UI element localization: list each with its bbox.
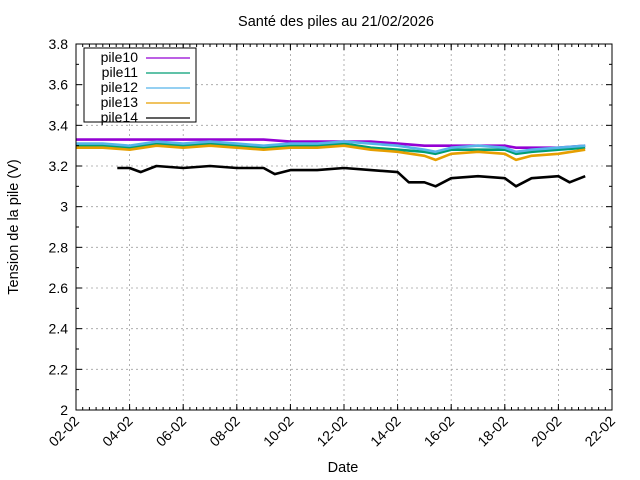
y-tick-label: 2.8 (49, 239, 69, 255)
series-line-pile13 (76, 144, 586, 162)
x-tick-label: 16-02 (421, 413, 458, 450)
x-tick-label: 06-02 (153, 413, 190, 450)
series-line-pile12 (76, 140, 586, 154)
y-tick-label: 3.2 (49, 158, 69, 174)
x-axis-label: Date (328, 460, 359, 476)
x-tick-label: 14-02 (367, 413, 404, 450)
grid (76, 44, 612, 410)
x-tick-label: 04-02 (99, 413, 136, 450)
series-line-pile11 (76, 142, 586, 156)
x-tick-label: 22-02 (581, 413, 618, 450)
y-tick-label: 3.4 (49, 117, 69, 133)
series-layer (76, 138, 586, 188)
x-tick-label: 02-02 (45, 413, 82, 450)
chart-title: Santé des piles au 21/02/2026 (238, 14, 434, 30)
y-tick-label: 2 (60, 402, 68, 418)
x-tick-label: 10-02 (260, 413, 297, 450)
legend-label-pile14: pile14 (101, 109, 139, 125)
y-tick-label: 2.6 (49, 280, 69, 296)
legend-label-pile12: pile12 (101, 79, 139, 95)
y-axis-label: Tension de la pile (V) (6, 159, 22, 294)
x-tick-label: 08-02 (206, 413, 243, 450)
series-line-pile14 (117, 164, 586, 188)
legend-label-pile11: pile11 (102, 64, 139, 80)
y-tick-label: 2.4 (49, 321, 69, 337)
x-tick-label: 12-02 (313, 413, 350, 450)
x-tick-label: 20-02 (528, 413, 565, 450)
y-tick-label: 3.8 (49, 36, 69, 52)
x-tick-label: 18-02 (474, 413, 511, 450)
legend-label-pile13: pile13 (101, 94, 139, 110)
y-tick-label: 2.2 (49, 361, 69, 377)
y-tick-label: 3.6 (49, 77, 69, 93)
legend-label-pile10: pile10 (101, 49, 139, 65)
y-tick-label: 3 (60, 199, 68, 215)
legend-box (83, 47, 197, 123)
